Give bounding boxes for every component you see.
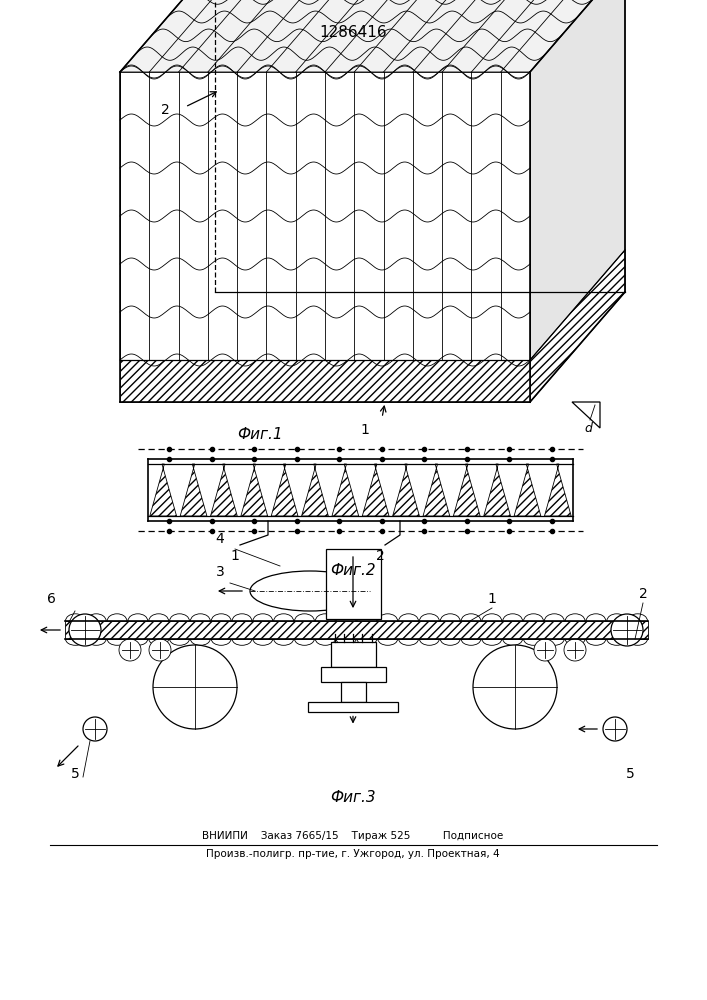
Polygon shape (544, 464, 571, 516)
Polygon shape (330, 642, 375, 666)
Ellipse shape (473, 645, 557, 729)
Ellipse shape (153, 645, 237, 729)
Polygon shape (271, 464, 298, 516)
Text: 1286416: 1286416 (319, 25, 387, 40)
Polygon shape (211, 464, 238, 516)
Polygon shape (530, 250, 625, 402)
Text: 1: 1 (488, 592, 496, 606)
Polygon shape (120, 0, 625, 72)
Circle shape (534, 639, 556, 661)
Circle shape (119, 639, 141, 661)
Polygon shape (120, 360, 530, 402)
Polygon shape (150, 464, 177, 516)
Text: 2: 2 (160, 103, 170, 117)
Text: Фиг.3: Фиг.3 (330, 790, 376, 805)
Text: 2: 2 (375, 549, 385, 563)
Polygon shape (484, 464, 510, 516)
Text: 1: 1 (230, 549, 240, 563)
Text: 5: 5 (626, 767, 634, 781)
Text: 6: 6 (47, 592, 55, 606)
Text: Фиг.1: Фиг.1 (237, 427, 283, 442)
Text: 2: 2 (638, 587, 648, 601)
Polygon shape (320, 666, 385, 682)
Circle shape (69, 614, 101, 646)
Polygon shape (241, 464, 268, 516)
Polygon shape (530, 0, 625, 402)
Circle shape (83, 717, 107, 741)
Text: Фиг.2: Фиг.2 (330, 563, 376, 578)
Polygon shape (423, 464, 450, 516)
Circle shape (611, 614, 643, 646)
Polygon shape (65, 621, 648, 639)
Text: ВНИИПИ    Заказ 7665/15    Тираж 525          Подписное: ВНИИПИ Заказ 7665/15 Тираж 525 Подписное (202, 831, 503, 841)
Polygon shape (325, 549, 380, 619)
Circle shape (564, 639, 586, 661)
Polygon shape (120, 72, 530, 360)
Circle shape (149, 639, 171, 661)
Polygon shape (302, 464, 328, 516)
Text: 3: 3 (216, 565, 224, 579)
Text: 1: 1 (361, 423, 370, 437)
Polygon shape (453, 464, 480, 516)
Ellipse shape (250, 571, 370, 611)
Text: d: d (584, 422, 592, 435)
Polygon shape (180, 464, 207, 516)
Polygon shape (392, 464, 419, 516)
Polygon shape (362, 464, 389, 516)
Polygon shape (308, 702, 398, 712)
Text: Произв.-полигр. пр-тие, г. Ужгород, ул. Проектная, 4: Произв.-полигр. пр-тие, г. Ужгород, ул. … (206, 849, 500, 859)
Circle shape (603, 717, 627, 741)
Text: 4: 4 (216, 532, 224, 546)
Text: 5: 5 (71, 767, 79, 781)
Polygon shape (341, 682, 366, 702)
Polygon shape (514, 464, 541, 516)
Polygon shape (332, 464, 358, 516)
